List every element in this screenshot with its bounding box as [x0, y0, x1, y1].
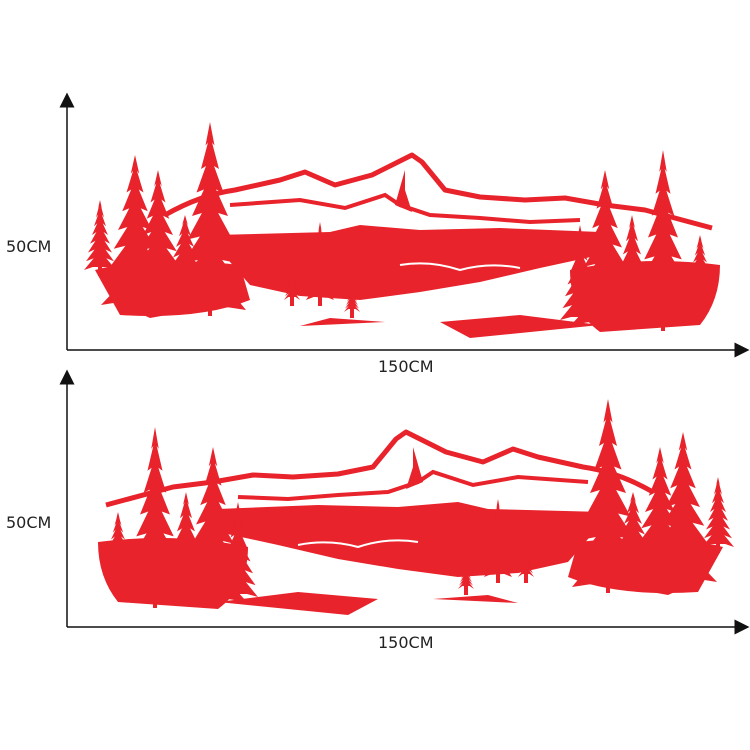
pine-tree [518, 547, 534, 577]
pine-tree [633, 150, 693, 325]
pine-tree [306, 222, 334, 300]
tree-trunk [236, 593, 240, 603]
pine-tree [125, 427, 185, 602]
pine-tree [571, 170, 639, 325]
tree-trunk [318, 296, 322, 306]
lake-reflection [399, 262, 521, 272]
lake-reflection [297, 539, 419, 549]
pine-tree [101, 155, 169, 305]
lake-forest-band [218, 502, 603, 577]
pine-tree [161, 215, 209, 300]
pine-tree [630, 447, 690, 577]
decal-panel-bottom [59, 369, 750, 635]
pine-tree [458, 562, 474, 589]
tree-trunk [290, 296, 294, 306]
tree-trunk [524, 573, 528, 583]
pine-tree [179, 447, 247, 602]
mountain-ridge [105, 429, 655, 508]
pine-tree [128, 170, 188, 300]
lake-forest-band [215, 225, 600, 300]
ground-strip [110, 300, 600, 338]
tree-trunk [464, 585, 468, 595]
mountain-peak-shadow [395, 170, 412, 212]
pine-tree [174, 122, 246, 310]
mountain-forest-decal [98, 399, 734, 615]
width-label: 150CM [378, 357, 434, 376]
height-label: 50CM [6, 513, 52, 532]
pine-tree [84, 200, 116, 270]
ground-strip [218, 577, 708, 615]
tree-cluster-base [95, 261, 250, 316]
decal-panel-top [59, 92, 750, 358]
pine-tree [702, 477, 734, 547]
pine-tree [572, 399, 644, 587]
pine-tree [649, 432, 717, 582]
pine-tree [484, 499, 512, 577]
pine-tree [284, 270, 300, 300]
width-label: 150CM [378, 633, 434, 652]
tree-trunk [496, 573, 500, 583]
tree-cluster-base [568, 538, 723, 593]
pine-tree [344, 285, 360, 312]
mountain-forest-decal [84, 122, 720, 338]
mountain-peak-shadow [406, 447, 423, 489]
tree-cluster-base [570, 261, 720, 332]
tree-trunk [350, 308, 354, 318]
tree-trunk [578, 316, 582, 326]
height-label: 50CM [6, 237, 52, 256]
mountain-ridge [163, 152, 713, 231]
tree-cluster-base [98, 538, 248, 609]
pine-tree [609, 492, 657, 577]
